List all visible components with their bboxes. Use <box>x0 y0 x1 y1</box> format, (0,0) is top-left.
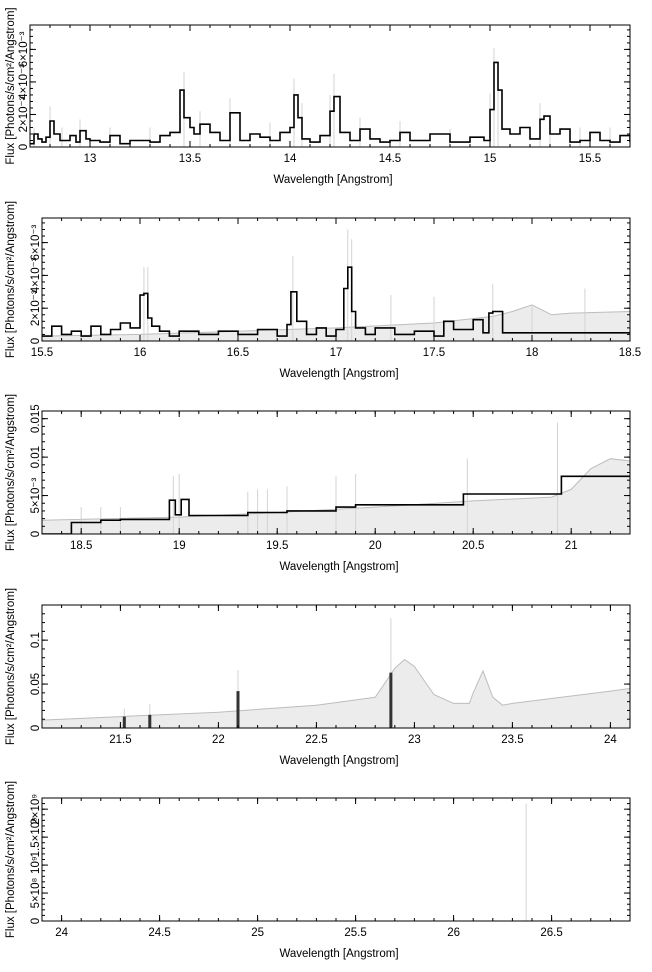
y-tick-label: 5×10⁻³ <box>30 477 42 513</box>
y-axis-title: Flux [Photons/s/cm²/Angstrom] <box>5 394 17 551</box>
x-tick-label: 16.5 <box>227 347 249 359</box>
x-tick-label: 22 <box>212 734 225 746</box>
x-tick-label: 24 <box>604 734 617 746</box>
x-tick-label: 23 <box>408 734 421 746</box>
x-tick-label: 15 <box>484 153 497 165</box>
x-tick-label: 14 <box>284 153 297 165</box>
x-tick-label: 18.5 <box>619 347 641 359</box>
plot-area <box>42 229 630 341</box>
y-tick-label: 5×10⁸ <box>30 878 42 909</box>
plot-frame <box>41 797 631 922</box>
model-fill <box>42 458 630 534</box>
plot-area <box>42 803 630 921</box>
data-bar <box>236 691 240 728</box>
x-tick-label: 20 <box>369 540 382 552</box>
x-tick-label: 23.5 <box>501 734 523 746</box>
x-tick-label: 13.5 <box>179 153 201 165</box>
plot-area <box>42 422 630 534</box>
data-step-line <box>42 475 630 534</box>
x-tick-label: 26.5 <box>540 927 562 939</box>
plot-area <box>42 618 630 728</box>
data-bar <box>389 672 393 728</box>
x-tick-label: 26 <box>447 927 460 939</box>
x-axis-title: Wavelength [Angstrom] <box>279 368 398 380</box>
x-tick-label: 20.5 <box>462 540 484 552</box>
chart-panel-2: 15.5 16 16.5 17 17.5 18 18.5 0 2×10⁻³4×10⁻³6×10⁻… <box>5 201 641 380</box>
model-fill <box>42 659 630 728</box>
x-axis-title: Wavelength [Angstrom] <box>279 561 398 573</box>
y-tick-label: 0.05 <box>30 673 42 695</box>
x-tick-label: 25.5 <box>344 927 366 939</box>
data-step-line <box>42 266 630 337</box>
y-tick-label: 0 <box>30 918 42 924</box>
x-tick-label: 18.5 <box>70 540 92 552</box>
y-tick-label: 0.1 <box>30 632 42 648</box>
y-tick-label: 0 <box>30 338 42 344</box>
data-bar <box>148 714 152 728</box>
y-tick-label: 1.5×10⁹ <box>30 817 42 857</box>
x-tick-label: 21 <box>565 540 578 552</box>
x-tick-label: 24 <box>55 927 68 939</box>
x-tick-label: 16 <box>134 347 147 359</box>
x-axis-title: Wavelength [Angstrom] <box>279 755 398 767</box>
y-tick-label: 2×10⁻³ <box>18 96 30 132</box>
x-tick-label: 17 <box>330 347 343 359</box>
data-step-line <box>30 61 630 145</box>
y-tick-label: 0 <box>18 144 30 150</box>
x-tick-label: 15.5 <box>31 347 53 359</box>
chart-panel-4: 21.5 22 22.5 23 23.5 24 0 0.05 0.1 Wavelength [An… <box>5 588 631 767</box>
y-tick-label: 10⁹ <box>30 856 42 874</box>
x-tick-label: 24.5 <box>148 927 170 939</box>
y-tick-label: 2×10⁻³ <box>30 290 42 326</box>
y-axis-title: Flux [Photons/s/cm²/Angstrom] <box>5 7 17 164</box>
y-tick-label: 2×10⁹ <box>30 794 42 825</box>
y-tick-label: 4×10⁻³ <box>18 64 30 100</box>
y-axis-title: Flux [Photons/s/cm²/Angstrom] <box>5 781 17 938</box>
data-bar <box>122 716 126 728</box>
y-axis-title: Flux [Photons/s/cm²/Angstrom] <box>5 588 17 745</box>
x-tick-label: 18 <box>526 347 539 359</box>
x-tick-label: 17.5 <box>423 347 445 359</box>
chart-panel-3: 18.5 19 19.5 20 20.5 21 0 5×10⁻³ 0.01 0.015 Wavele… <box>5 394 631 573</box>
x-tick-label: 25 <box>251 927 264 939</box>
y-tick-label: 0.01 <box>30 446 42 468</box>
x-tick-label: 21.5 <box>109 734 131 746</box>
plot-area <box>30 47 630 147</box>
x-tick-label: 22.5 <box>305 734 327 746</box>
x-axis-title: Wavelength [Angstrom] <box>273 174 392 186</box>
y-tick-label: 0 <box>30 531 42 537</box>
x-axis-title: Wavelength [Angstrom] <box>279 948 398 960</box>
x-tick-label: 19 <box>173 540 186 552</box>
x-tick-label: 13 <box>84 153 97 165</box>
y-tick-label: 6×10⁻³ <box>30 225 42 261</box>
y-tick-label: 4×10⁻³ <box>30 257 42 293</box>
y-tick-label: 0 <box>30 725 42 731</box>
y-axis-title: Flux [Photons/s/cm²/Angstrom] <box>5 201 17 358</box>
x-tick-label: 14.5 <box>379 153 401 165</box>
x-tick-label: 19.5 <box>266 540 288 552</box>
model-line <box>42 658 630 721</box>
chart-panel-1: 13 13.5 14 14.5 15 15.5 0 2×10⁻³4×10⁻³6×10⁻³ Wav… <box>5 7 631 186</box>
y-tick-label: 0.015 <box>30 404 42 433</box>
y-tick-label: 6×10⁻³ <box>18 31 30 67</box>
x-tick-label: 15.5 <box>579 153 601 165</box>
